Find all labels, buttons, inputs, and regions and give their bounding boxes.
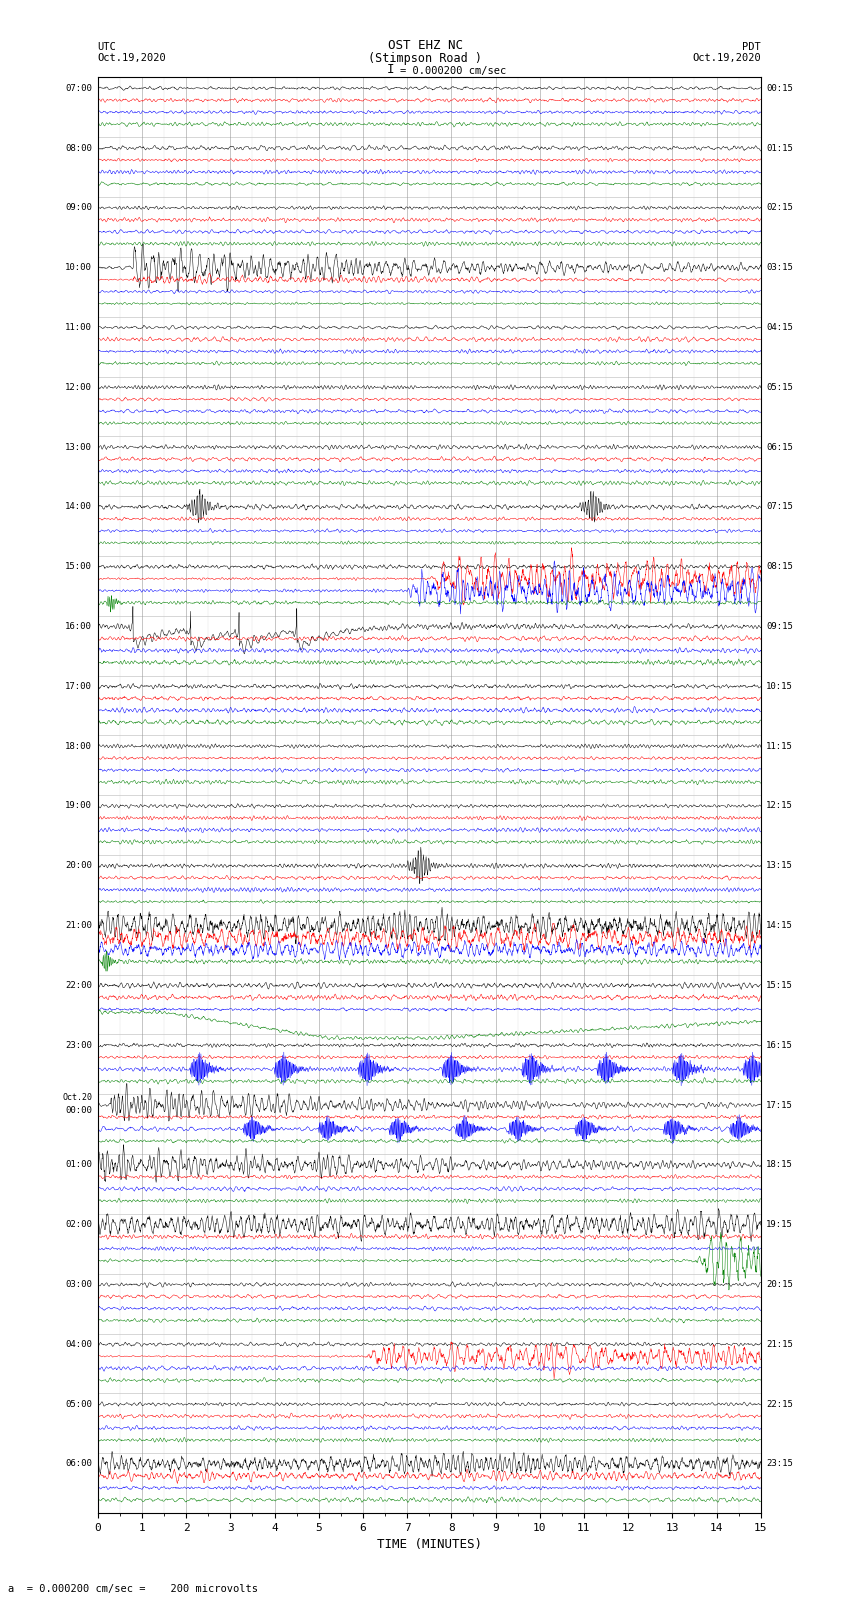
Text: 14:15: 14:15	[767, 921, 793, 931]
Text: 22:00: 22:00	[65, 981, 92, 990]
Text: = 0.000200 cm/sec: = 0.000200 cm/sec	[400, 66, 506, 76]
Text: 00:00: 00:00	[65, 1107, 92, 1115]
Text: 05:15: 05:15	[767, 382, 793, 392]
Text: 23:00: 23:00	[65, 1040, 92, 1050]
Text: 02:15: 02:15	[767, 203, 793, 213]
Text: 23:15: 23:15	[767, 1460, 793, 1468]
Text: I: I	[388, 63, 394, 76]
Text: 12:15: 12:15	[767, 802, 793, 810]
Text: 07:00: 07:00	[65, 84, 92, 92]
Text: PDT: PDT	[742, 42, 761, 52]
Text: 19:15: 19:15	[767, 1219, 793, 1229]
Text: (Stimpson Road ): (Stimpson Road )	[368, 52, 482, 65]
Text: 18:15: 18:15	[767, 1160, 793, 1169]
Text: 10:00: 10:00	[65, 263, 92, 273]
Text: 04:15: 04:15	[767, 323, 793, 332]
Text: 14:00: 14:00	[65, 502, 92, 511]
Text: 02:00: 02:00	[65, 1219, 92, 1229]
Text: 05:00: 05:00	[65, 1400, 92, 1408]
Text: 03:00: 03:00	[65, 1281, 92, 1289]
Text: Oct.19,2020: Oct.19,2020	[98, 53, 167, 63]
Text: UTC: UTC	[98, 42, 116, 52]
Text: 18:00: 18:00	[65, 742, 92, 750]
Text: 09:15: 09:15	[767, 623, 793, 631]
Text: 21:00: 21:00	[65, 921, 92, 931]
Text: 06:15: 06:15	[767, 442, 793, 452]
Text: 16:15: 16:15	[767, 1040, 793, 1050]
Text: 17:15: 17:15	[767, 1100, 793, 1110]
Text: 01:00: 01:00	[65, 1160, 92, 1169]
Text: 03:15: 03:15	[767, 263, 793, 273]
Text: a  = 0.000200 cm/sec =    200 microvolts: a = 0.000200 cm/sec = 200 microvolts	[8, 1584, 258, 1594]
Text: 11:00: 11:00	[65, 323, 92, 332]
Text: 07:15: 07:15	[767, 502, 793, 511]
Text: 17:00: 17:00	[65, 682, 92, 690]
Text: 04:00: 04:00	[65, 1340, 92, 1348]
Text: 15:00: 15:00	[65, 563, 92, 571]
Text: 21:15: 21:15	[767, 1340, 793, 1348]
Text: 12:00: 12:00	[65, 382, 92, 392]
Text: 08:00: 08:00	[65, 144, 92, 153]
Text: 20:15: 20:15	[767, 1281, 793, 1289]
Text: 16:00: 16:00	[65, 623, 92, 631]
Text: 01:15: 01:15	[767, 144, 793, 153]
X-axis label: TIME (MINUTES): TIME (MINUTES)	[377, 1539, 482, 1552]
Text: Oct.19,2020: Oct.19,2020	[692, 53, 761, 63]
Text: 22:15: 22:15	[767, 1400, 793, 1408]
Text: 06:00: 06:00	[65, 1460, 92, 1468]
Text: 20:00: 20:00	[65, 861, 92, 871]
Text: 13:15: 13:15	[767, 861, 793, 871]
Text: 09:00: 09:00	[65, 203, 92, 213]
Text: 11:15: 11:15	[767, 742, 793, 750]
Text: 00:15: 00:15	[767, 84, 793, 92]
Text: 08:15: 08:15	[767, 563, 793, 571]
Text: 13:00: 13:00	[65, 442, 92, 452]
Text: Oct.20: Oct.20	[62, 1092, 92, 1102]
Text: 19:00: 19:00	[65, 802, 92, 810]
Text: 10:15: 10:15	[767, 682, 793, 690]
Text: 15:15: 15:15	[767, 981, 793, 990]
Text: OST EHZ NC: OST EHZ NC	[388, 39, 462, 52]
